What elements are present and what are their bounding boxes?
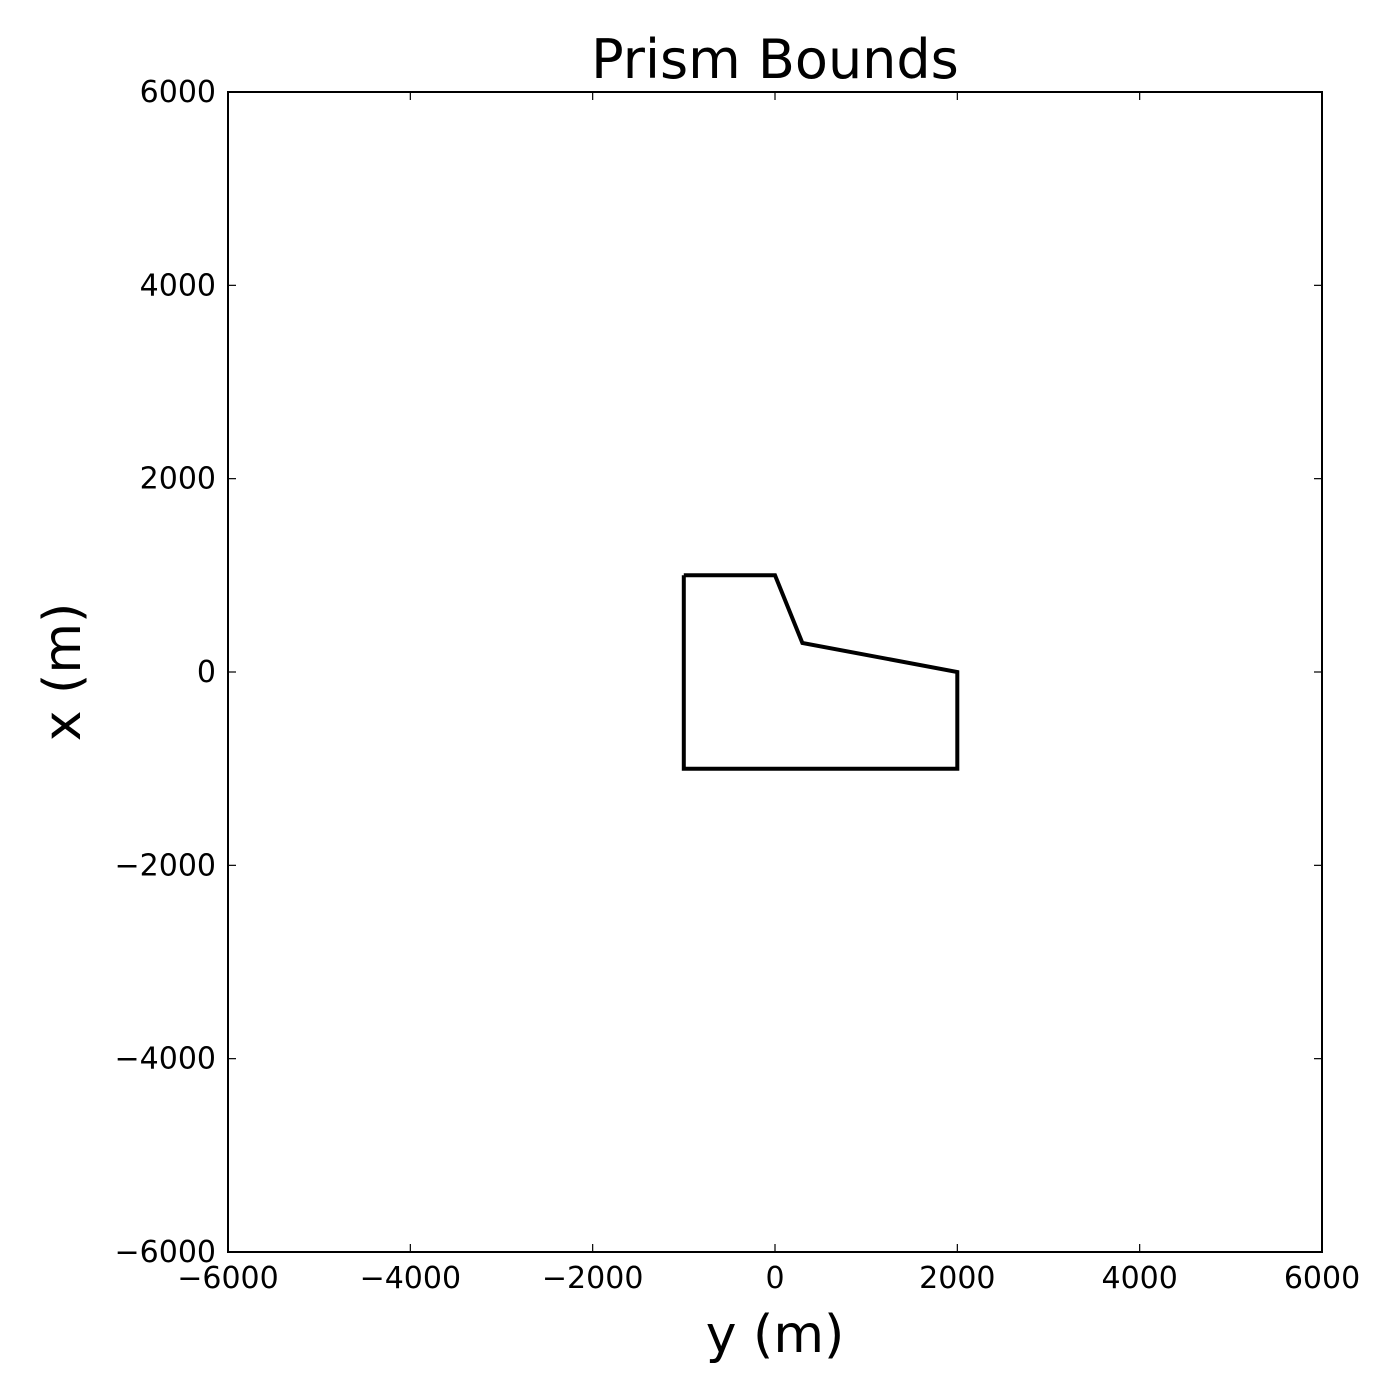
plot-area: −6000 −4000 −2000 0 2000 4000 6000 −6000 −4000 −2… — [115, 75, 1361, 1296]
x-axis-label: y (m) — [706, 1305, 845, 1365]
y-tick-label: −6000 — [115, 1235, 216, 1270]
x-tick-label: 2000 — [919, 1261, 995, 1296]
axes-frame — [227, 91, 1323, 1253]
x-tick-label: −2000 — [542, 1261, 643, 1296]
y-tick-label: 2000 — [140, 462, 216, 497]
y-tick-label: −2000 — [115, 848, 216, 883]
y-axis-label: x (m) — [33, 603, 93, 742]
x-tick-label: 6000 — [1284, 1261, 1360, 1296]
y-tick-label: 6000 — [140, 75, 216, 110]
x-tick-label: 4000 — [1101, 1261, 1177, 1296]
y-tick-label: −4000 — [115, 1042, 216, 1077]
x-tick-label: 0 — [765, 1261, 784, 1296]
x-tick-label: −6000 — [177, 1261, 278, 1296]
y-tick-label: 4000 — [140, 268, 216, 303]
y-tick-label: 0 — [197, 655, 216, 690]
series-line-0 — [681, 573, 960, 771]
x-tick-label: −4000 — [360, 1261, 461, 1296]
chart-title: Prism Bounds — [591, 28, 959, 91]
